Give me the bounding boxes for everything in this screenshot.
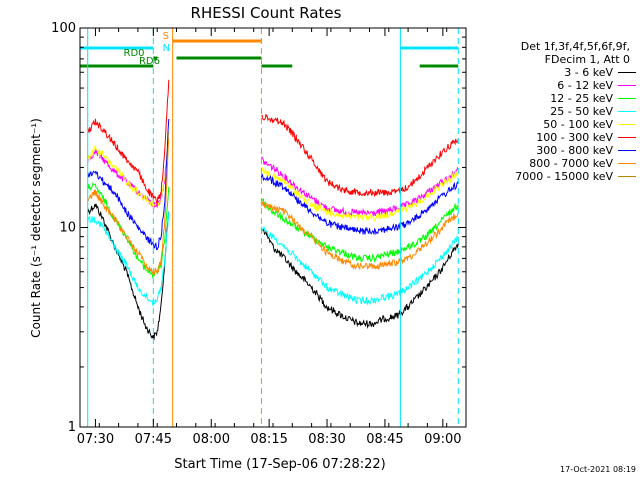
- series-3-6-kev-segment-2: [260, 228, 459, 329]
- vertical-markers: [87, 28, 459, 427]
- legend-entry-50-100-kev: 50 - 100 keV: [478, 118, 636, 131]
- legend-label: 300 - 800 keV: [536, 144, 613, 157]
- legend-label: 12 - 25 keV: [550, 92, 613, 105]
- series-50-100-kev-segment-2: [261, 167, 459, 222]
- series-traces: [87, 79, 459, 340]
- legend-entry-100-300-kev: 100 - 300 keV: [478, 131, 636, 144]
- x-tick-label-1: 07:30: [77, 432, 114, 447]
- legend-swatch: [618, 111, 636, 112]
- legend-entry-7000-15000-kev: 7000 - 15000 keV: [478, 170, 636, 183]
- legend-entry-300-800-kev: 300 - 800 keV: [478, 144, 636, 157]
- legend-swatch: [618, 163, 636, 164]
- x-tick-label-7: 09:00: [424, 432, 461, 447]
- legend-swatch: [618, 72, 636, 73]
- series-800-7000-kev-segment-2: [260, 200, 459, 271]
- legend-entries: 3 - 6 keV 6 - 12 keV 12 - 25 keV 25 - 50 ke…: [478, 66, 636, 183]
- legend-entry-6-12-kev: 6 - 12 keV: [478, 79, 636, 92]
- series-3-6-kev-segment-1: [87, 203, 170, 340]
- series-800-7000-kev-segment-1: [87, 138, 170, 276]
- state-bar-label-rd6: RD6: [139, 56, 160, 67]
- x-tick-label-4: 08:15: [250, 432, 287, 447]
- legend-label: 25 - 50 keV: [550, 105, 613, 118]
- x-tick-label-2: 07:45: [135, 432, 172, 447]
- legend-swatch: [618, 124, 636, 125]
- legend-label: 6 - 12 keV: [557, 79, 613, 92]
- series-25-50-kev-segment-1: [87, 211, 170, 306]
- x-tick-label-5: 08:30: [308, 432, 345, 447]
- series-100-300-kev-segment-2: [261, 113, 459, 198]
- y-axis-label: Count Rate (s⁻¹ detector segment⁻¹): [29, 118, 43, 338]
- legend-label: 50 - 100 keV: [543, 118, 613, 131]
- state-bar-label-n: N: [163, 43, 170, 54]
- legend-swatch: [618, 150, 636, 151]
- legend-label: 3 - 6 keV: [564, 66, 613, 79]
- y-tick-label-1: 1: [68, 420, 76, 435]
- legend-entry-3-6-kev: 3 - 6 keV: [478, 66, 636, 79]
- x-axis-label: Start Time (17-Sep-06 07:28:22): [174, 457, 385, 472]
- series-12-25-kev-segment-2: [261, 198, 459, 264]
- legend-entry-800-7000-kev: 800 - 7000 keV: [478, 157, 636, 170]
- series-25-50-kev-segment-2: [260, 225, 459, 306]
- series-50-100-kev-segment-1: [87, 132, 170, 208]
- y-tick-label-3: 100: [51, 21, 76, 36]
- axes: 07:30 07:45 08:00 08:15 08:30 08:45 09:00 1 10 10…: [51, 21, 467, 447]
- series-100-300-kev-segment-1: [87, 79, 170, 206]
- legend-swatch: [618, 176, 636, 177]
- x-tick-label-6: 08:45: [366, 432, 403, 447]
- x-tick-label-3: 08:00: [193, 432, 230, 447]
- chart-title: RHESSI Count Rates: [191, 4, 342, 22]
- legend-header-line-1: Det 1f,3f,4f,5f,6f,9f,: [520, 40, 630, 53]
- y-tick-label-2: 10: [59, 221, 76, 236]
- legend-entry-25-50-kev: 25 - 50 keV: [478, 105, 636, 118]
- legend-label: 800 - 7000 keV: [529, 157, 613, 170]
- legend-entry-12-25-kev: 12 - 25 keV: [478, 92, 636, 105]
- state-bar-label-rd0: RD0: [124, 48, 145, 59]
- legend-label: 100 - 300 keV: [536, 131, 613, 144]
- state-bar-label-s: S: [163, 31, 169, 42]
- legend-swatch: [618, 98, 636, 99]
- footer-timestamp: 17-Oct-2021 08:19: [560, 465, 636, 474]
- legend-swatch: [618, 85, 636, 86]
- series-300-800-kev-segment-1: [87, 118, 170, 250]
- series-6-12-kev-segment-2: [261, 156, 459, 217]
- legend: Det 1f,3f,4f,5f,6f,9f, FDecim 1, Att 0 3…: [478, 40, 636, 183]
- legend-swatch: [618, 137, 636, 138]
- legend-header-line-2: FDecim 1, Att 0: [544, 53, 630, 66]
- series-300-800-kev-segment-2: [260, 173, 459, 236]
- legend-label: 7000 - 15000 keV: [515, 170, 613, 183]
